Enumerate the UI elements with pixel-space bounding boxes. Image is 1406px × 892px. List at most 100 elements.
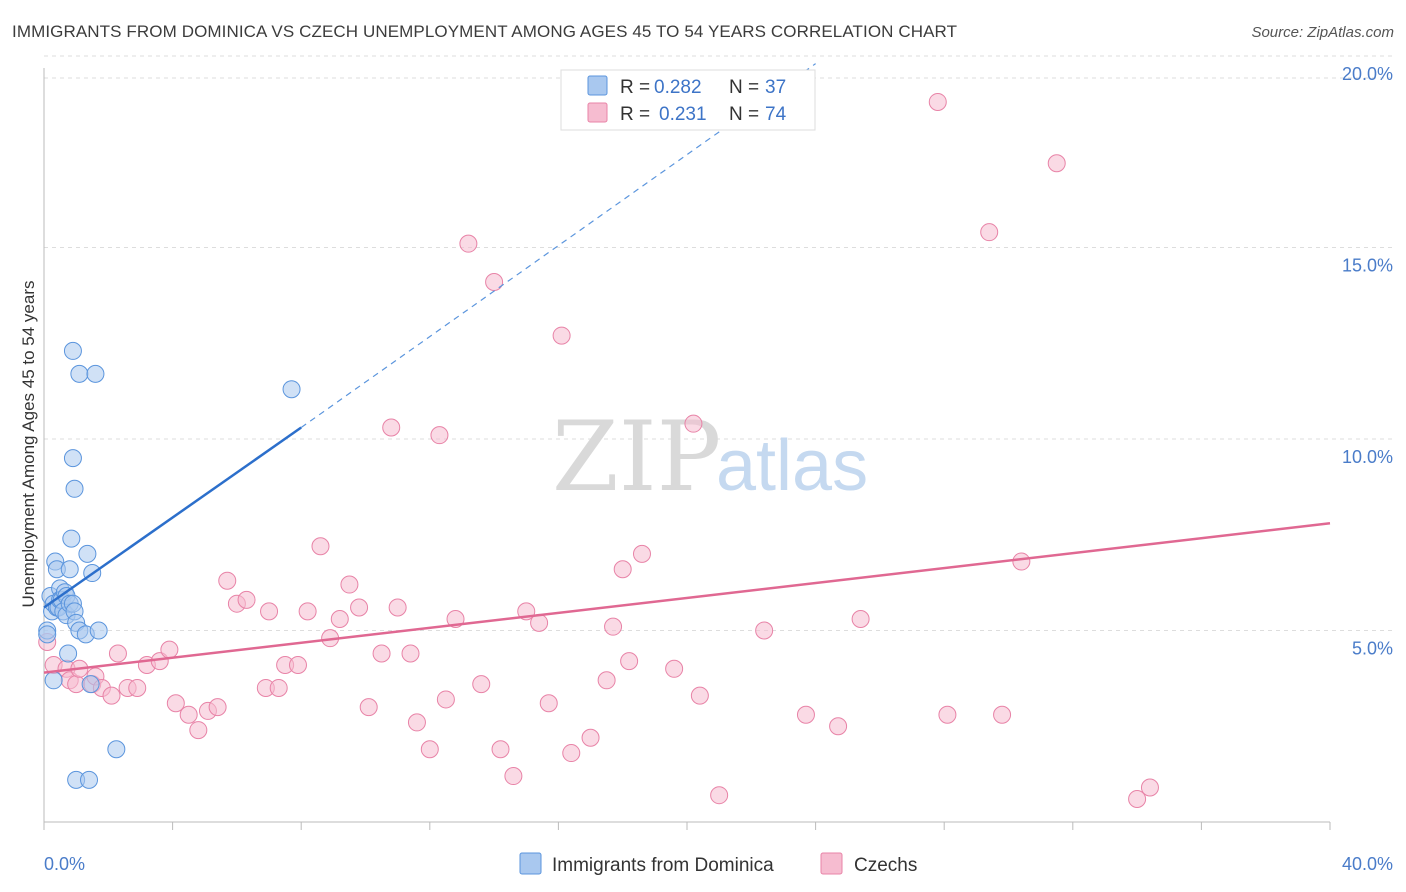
czechs-point-41	[420, 740, 439, 759]
dominica-point-37	[107, 740, 126, 759]
czechs-point-73	[1012, 552, 1031, 571]
bottom-legend-label-dominica: Immigrants from Dominica	[552, 855, 774, 876]
dominica-point-36	[81, 675, 100, 694]
legend-n-label-pink: N =	[729, 104, 759, 125]
czechs-point-23	[237, 590, 256, 609]
czechs-point-53	[552, 326, 571, 345]
czechs-point-75	[1128, 790, 1147, 809]
legend-swatch-pink	[587, 102, 608, 123]
bottom-legend: Immigrants from Dominica Czechs	[519, 852, 917, 876]
czechs-point-71	[980, 223, 999, 242]
czechs-point-16	[166, 694, 185, 713]
dominica-point-25	[65, 479, 84, 498]
dominica-point-18	[60, 560, 79, 579]
series-immigrants-from-dominica	[38, 341, 301, 789]
y-tick-label-20: 20.0%	[1342, 64, 1393, 84]
czechs-point-65	[755, 621, 774, 640]
bottom-legend-label-czechs: Czechs	[854, 855, 917, 876]
czechs-point-42	[430, 426, 449, 445]
dominica-point-24	[63, 449, 82, 468]
czechs-point-9	[102, 686, 121, 705]
watermark-atlas: atlas	[716, 426, 868, 506]
czechs-point-61	[665, 659, 684, 678]
czechs-point-72	[993, 705, 1012, 724]
dominica-point-34	[86, 364, 105, 383]
czechs-point-52	[539, 694, 558, 713]
czechs-point-38	[388, 598, 407, 617]
czechs-point-56	[597, 671, 616, 690]
czechs-point-55	[581, 728, 600, 747]
legend-r-value-blue: 0.282	[654, 77, 702, 98]
czechs-point-10	[108, 644, 127, 663]
dominica-point-35	[89, 621, 108, 640]
czechs-point-76	[1140, 778, 1159, 797]
trend-line-dominica	[43, 426, 302, 609]
dominica-point-20	[62, 529, 81, 548]
czechs-point-48	[491, 740, 510, 759]
x-tick-label-40: 40.0%	[1342, 854, 1393, 874]
czechs-point-46	[472, 675, 491, 694]
czechs-point-58	[613, 560, 632, 579]
czechs-point-40	[407, 713, 426, 732]
czechs-point-64	[710, 786, 729, 805]
czechs-point-28	[288, 655, 307, 674]
czechs-point-21	[218, 571, 237, 590]
y-tick-label-10: 10.0%	[1342, 447, 1393, 467]
czechs-point-36	[372, 644, 391, 663]
czechs-point-17	[179, 705, 198, 724]
czechs-point-12	[128, 678, 147, 697]
legend-r-label-pink: R =	[620, 104, 650, 125]
legend-r-label-blue: R =	[620, 77, 650, 98]
legend-swatch-blue	[587, 75, 608, 96]
czechs-point-15	[160, 640, 179, 659]
x-axis-ticks	[43, 822, 1331, 830]
czechs-point-32	[330, 610, 349, 629]
legend-n-value-blue: 37	[765, 77, 786, 98]
chart-source: Source: ZipAtlas.com	[1251, 24, 1394, 41]
czechs-point-63	[690, 686, 709, 705]
czechs-point-18	[189, 721, 208, 740]
czechs-point-35	[359, 698, 378, 717]
x-tick-label-0: 0.0%	[44, 854, 85, 874]
y-tick-label-15: 15.0%	[1342, 256, 1393, 276]
czechs-point-45	[459, 234, 478, 253]
czechs-point-69	[928, 92, 947, 111]
czechs-point-60	[632, 544, 651, 563]
czechs-point-39	[401, 644, 420, 663]
chart-title: IMMIGRANTS FROM DOMINICA VS CZECH UNEMPL…	[12, 22, 958, 41]
czechs-point-68	[851, 610, 870, 629]
dominica-point-38	[282, 380, 301, 399]
dominica-point-32	[80, 770, 99, 789]
bottom-legend-swatch-dominica	[519, 852, 542, 875]
czechs-point-62	[684, 414, 703, 433]
top-legend: R = 0.282 N = 37 R = 0.231 N = 74	[560, 69, 816, 131]
trend-line-czechs	[43, 522, 1331, 674]
czechs-point-34	[350, 598, 369, 617]
y-tick-labels: 5.0% 10.0% 15.0% 20.0%	[1342, 64, 1393, 659]
y-axis-label: Unemployment Among Ages 45 to 54 years	[19, 281, 38, 608]
legend-n-label-blue: N =	[729, 77, 759, 98]
legend-n-value-pink: 74	[765, 104, 787, 125]
trend-lines	[43, 63, 1331, 674]
dominica-point-1	[38, 625, 57, 644]
czechs-point-25	[260, 602, 279, 621]
gridlines	[44, 55, 1394, 631]
czechs-point-29	[298, 602, 317, 621]
bottom-legend-swatch-czechs	[820, 852, 843, 875]
czechs-point-66	[796, 705, 815, 724]
czechs-point-74	[1047, 154, 1066, 173]
czechs-point-30	[311, 537, 330, 556]
czechs-point-37	[382, 418, 401, 437]
czechs-point-49	[504, 767, 523, 786]
czechs-point-57	[604, 617, 623, 636]
dominica-point-29	[70, 364, 89, 383]
y-tick-label-5: 5.0%	[1352, 639, 1393, 659]
czechs-point-59	[620, 652, 639, 671]
czechs-point-54	[562, 744, 581, 763]
czechs-point-70	[938, 705, 957, 724]
dominica-point-31	[78, 544, 97, 563]
czechs-point-47	[485, 272, 504, 291]
czechs-point-20	[208, 698, 227, 717]
dominica-point-5	[44, 671, 63, 690]
